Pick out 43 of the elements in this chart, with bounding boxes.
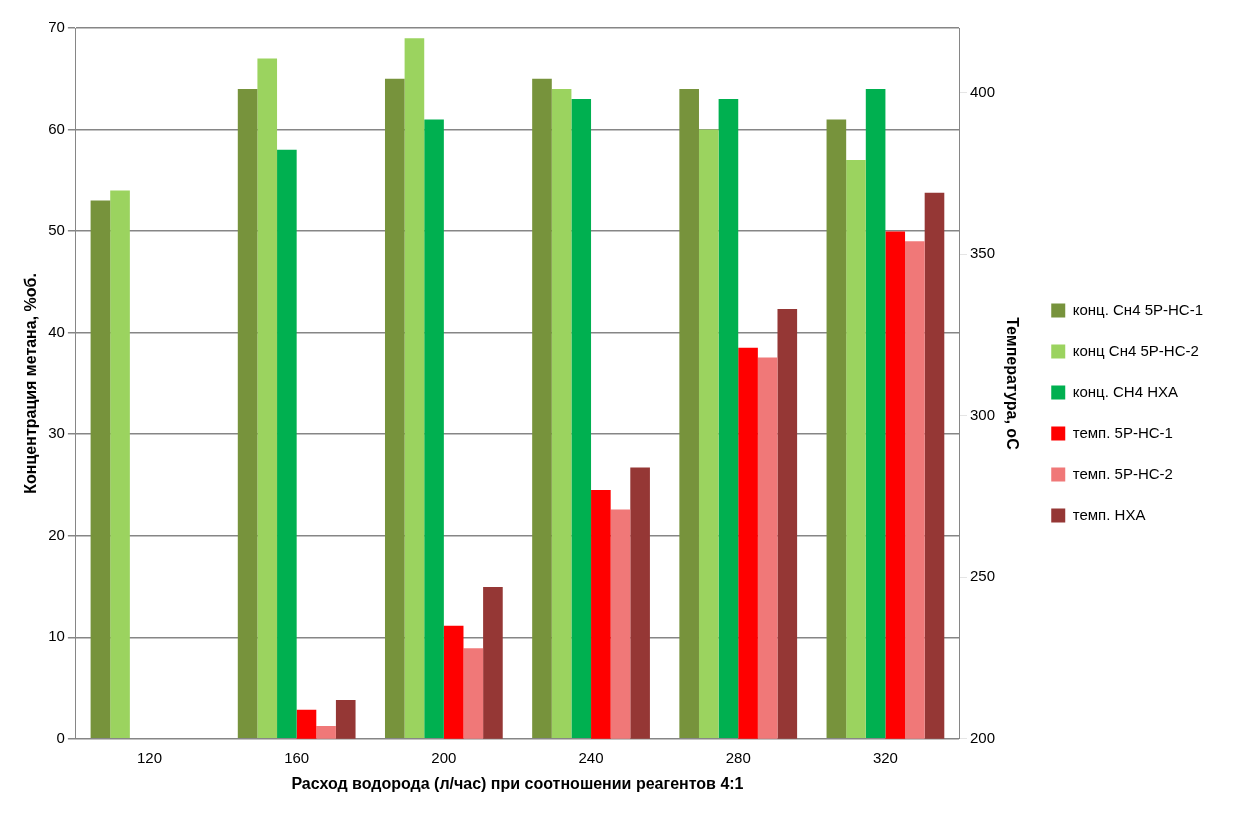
x-tick-label: 280 (725, 748, 751, 766)
y-tick-label: 10 (48, 627, 65, 645)
y-tick-label: 20 (48, 525, 65, 543)
bar (277, 149, 297, 739)
legend-label: темп. НХА (1072, 505, 1146, 523)
y-tick-label: 50 (48, 221, 65, 239)
bar (257, 58, 278, 739)
bar (110, 190, 130, 739)
bar (404, 38, 425, 739)
bar (679, 88, 699, 739)
bar (90, 200, 111, 739)
bar (551, 88, 572, 739)
y2-tick-label: 300 (970, 405, 996, 423)
y-tick-label: 60 (48, 119, 65, 137)
x-tick-label: 320 (872, 748, 898, 766)
legend-label: конц. Сн4 5Р-НС-1 (1072, 300, 1204, 318)
legend-label: темп. 5Р-НС-2 (1072, 464, 1173, 482)
y-tick-label: 30 (48, 424, 65, 442)
y2-axis-title: Температура, оС (1004, 317, 1022, 451)
y2-tick-label: 400 (970, 82, 996, 100)
legend-label: конц Сн4 5Р-НС-2 (1072, 341, 1199, 359)
y-tick-label: 70 (48, 18, 65, 36)
x-tick-label: 160 (284, 748, 310, 766)
bar (532, 78, 552, 739)
y2-tick-label: 350 (970, 244, 996, 262)
x-tick-label: 240 (578, 748, 604, 766)
legend-label: темп. 5Р-НС-1 (1072, 423, 1173, 441)
legend-label: конц. СН4 НХА (1072, 382, 1179, 400)
x-tick-label: 120 (136, 748, 162, 766)
y-tick-label: 40 (48, 322, 65, 340)
bar (424, 119, 444, 739)
y-tick-label: 0 (56, 728, 65, 746)
bar (826, 119, 847, 739)
y-axis-title: Концентрация метана, %об. (22, 273, 40, 494)
bar (698, 129, 719, 739)
bar (237, 88, 258, 739)
y2-tick-label: 200 (970, 728, 996, 746)
y2-tick-label: 250 (970, 567, 996, 585)
bar (846, 160, 866, 739)
bar (571, 99, 592, 739)
x-axis-title: Расход водорода (л/час) при соотношении реагентов 4:1 (291, 774, 744, 792)
bar (384, 78, 405, 739)
x-tick-label: 200 (431, 748, 457, 766)
